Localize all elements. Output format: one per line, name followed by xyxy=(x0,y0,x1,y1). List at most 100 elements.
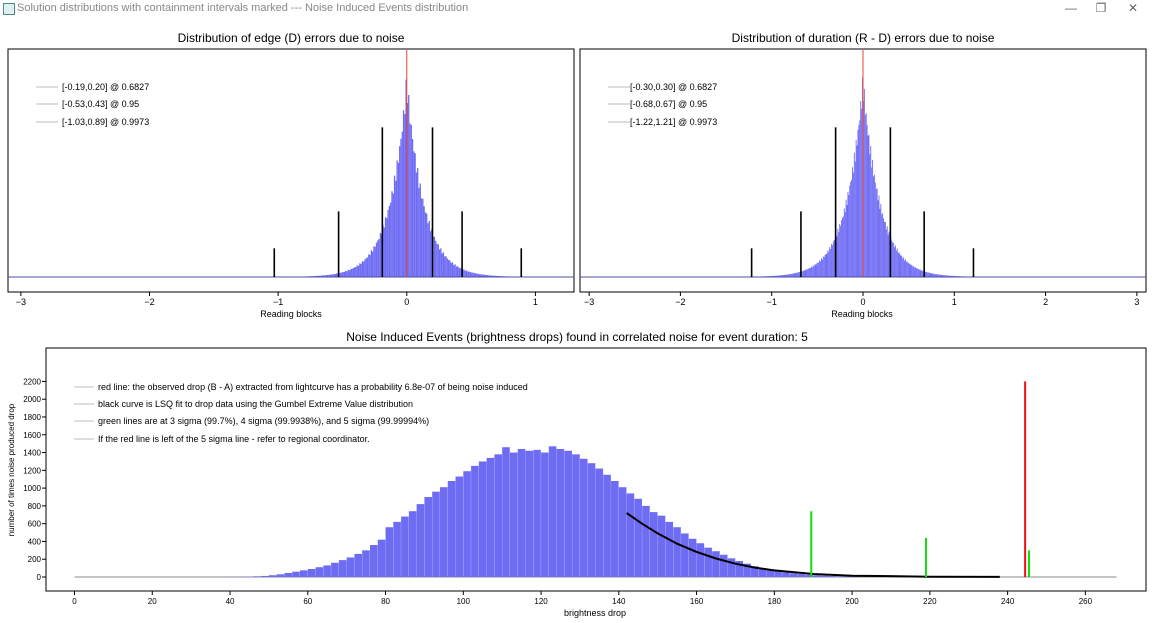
noise-histogram-bar xyxy=(673,527,681,577)
edge-histogram-bar xyxy=(316,275,319,277)
duration-errors-plot: −3 −2 −1 0 1 2 3 xyxy=(580,50,1146,307)
noise-histogram-bar xyxy=(478,461,487,577)
noise-histogram-bar xyxy=(416,504,425,577)
duration-histogram-bar xyxy=(827,250,829,277)
duration-histogram-bar xyxy=(876,188,878,277)
noise-histogram-bar xyxy=(797,574,806,577)
edge-histogram-bar xyxy=(487,275,490,277)
edge-histogram-bar xyxy=(474,273,477,277)
edge-x-tick-label: −3 xyxy=(16,297,26,307)
noise-histogram-bar xyxy=(634,498,642,577)
duration-histogram-bar xyxy=(794,272,796,277)
duration-histogram-bar xyxy=(949,275,951,277)
edge-histogram-bar xyxy=(486,275,488,277)
duration-histogram-bar xyxy=(796,272,798,277)
edge-histogram-bar xyxy=(402,110,405,277)
noise-x-tick-label: 240 xyxy=(1001,597,1015,606)
noise-legend-entry-1: red line: the observed drop (B - A) extr… xyxy=(98,382,528,392)
duration-histogram-bar xyxy=(878,195,880,277)
duration-errors-x-axis-label: Reading blocks xyxy=(831,309,893,319)
duration-histogram-bar xyxy=(843,208,845,277)
noise-histogram-bar xyxy=(300,570,308,577)
noise-histogram-bar xyxy=(719,554,728,577)
duration-x-tick-label: −2 xyxy=(675,297,685,307)
edge-histogram-bar xyxy=(480,274,482,277)
duration-histogram-bar xyxy=(857,129,859,277)
duration-errors-chart-title: Distribution of duration (R - D) errors … xyxy=(731,31,995,45)
edge-histogram-bar xyxy=(440,248,442,277)
duration-histogram-bar xyxy=(895,250,897,277)
edge-errors-x-axis-label: Reading blocks xyxy=(260,309,322,319)
noise-histogram-bar xyxy=(735,561,744,577)
minimize-button[interactable]: — xyxy=(1065,1,1077,15)
edge-histogram-bar xyxy=(325,275,328,277)
duration-histogram-bar xyxy=(910,265,912,277)
edge-histogram-bar xyxy=(490,275,492,277)
duration-histogram-bar xyxy=(905,261,907,277)
edge-histogram-bar xyxy=(451,262,454,277)
close-button[interactable]: ✕ xyxy=(1127,1,1139,15)
edge-histogram-bar xyxy=(392,193,394,277)
duration-x-tick-label: 1 xyxy=(952,297,957,307)
edge-histogram-bar xyxy=(478,274,481,277)
duration-histogram-bar xyxy=(916,268,918,277)
duration-histogram-bar xyxy=(904,259,906,277)
edge-x-tick-label: −2 xyxy=(144,297,154,307)
duration-histogram-bar xyxy=(933,273,935,277)
duration-histogram-bar xyxy=(903,257,905,277)
duration-histogram-bar xyxy=(847,191,849,277)
noise-histogram-bar xyxy=(401,516,409,577)
duration-x-tick-label: 2 xyxy=(1043,297,1048,307)
edge-histogram-bar xyxy=(397,162,400,277)
edge-histogram-bar xyxy=(384,217,387,277)
duration-histogram-bar xyxy=(820,261,821,277)
edge-histogram-bar xyxy=(424,212,427,277)
duration-histogram-bar xyxy=(788,274,790,277)
noise-legend-entry-3: green lines are at 3 sigma (99.7%), 4 si… xyxy=(98,416,429,426)
duration-histogram-bar xyxy=(808,268,810,277)
duration-histogram-bar xyxy=(840,225,842,277)
edge-histogram-bar xyxy=(391,191,393,277)
noise-histogram-bar xyxy=(362,550,370,577)
noise-x-tick-label: 60 xyxy=(303,597,312,606)
duration-histogram-bar xyxy=(858,124,860,278)
duration-histogram-bar xyxy=(885,229,887,277)
window-title: Solution distributions with containment … xyxy=(17,2,469,14)
edge-histogram-bar xyxy=(356,265,358,277)
duration-histogram-bar xyxy=(912,266,914,277)
noise-events-plot-frame xyxy=(45,347,1147,592)
duration-histogram-bar xyxy=(813,266,815,277)
duration-histogram-bar xyxy=(936,274,938,277)
maximize-button[interactable]: ❐ xyxy=(1095,1,1107,15)
duration-histogram-bar xyxy=(922,271,924,277)
duration-histogram-bar xyxy=(811,267,813,277)
noise-y-tick-label: 800 xyxy=(28,502,42,511)
duration-histogram-bar xyxy=(894,247,895,277)
edge-histogram-bar xyxy=(477,273,479,277)
duration-histogram-bar xyxy=(822,256,824,277)
edge-histogram-bar xyxy=(492,275,495,277)
edge-histogram-bar xyxy=(489,275,491,277)
duration-histogram-bar xyxy=(893,242,895,277)
duration-histogram-bars xyxy=(755,77,972,278)
app-icon xyxy=(3,3,15,15)
duration-histogram-bar xyxy=(855,140,857,277)
duration-histogram-bar xyxy=(801,271,803,277)
edge-histogram-bar xyxy=(494,275,496,277)
edge-histogram-bar xyxy=(427,223,429,277)
edge-histogram-bar xyxy=(393,175,396,277)
edge-histogram-bar xyxy=(342,272,344,277)
edge-histogram-bar xyxy=(363,261,365,277)
edge-histogram-bar xyxy=(445,256,447,277)
noise-histogram-bar xyxy=(665,521,674,577)
edge-histogram-bar xyxy=(435,240,437,277)
duration-histogram-bar xyxy=(859,120,861,277)
edge-histogram-bar xyxy=(472,272,474,277)
duration-histogram-bar xyxy=(939,274,941,277)
edge-histogram-bar xyxy=(422,198,424,277)
edge-histogram-bar xyxy=(481,274,483,277)
duration-histogram-bar xyxy=(829,246,831,277)
duration-histogram-bar xyxy=(797,272,799,277)
edge-legend-entry-3: [-1.03,0.89] @ 0.9973 xyxy=(62,117,149,127)
noise-fit-curve xyxy=(626,512,1000,578)
